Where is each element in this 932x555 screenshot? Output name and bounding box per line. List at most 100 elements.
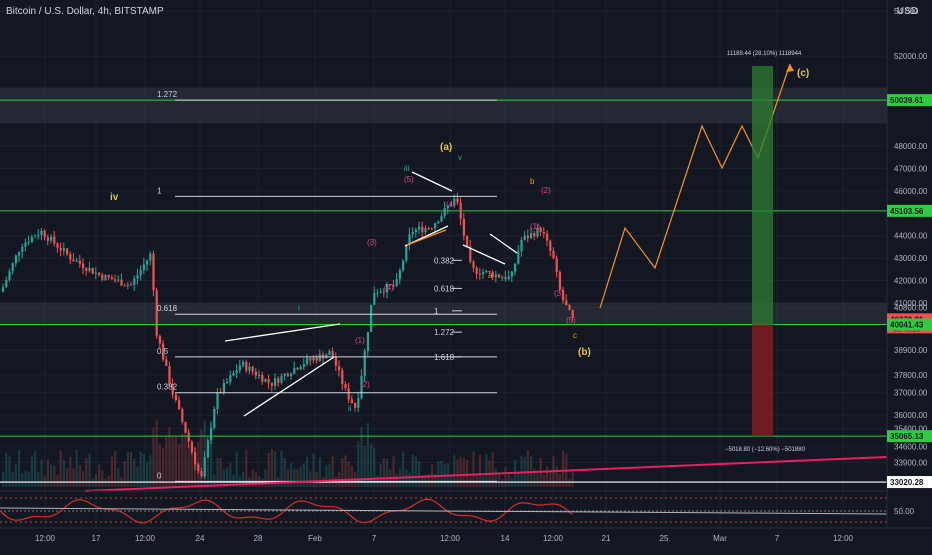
wave-label: (3) [367, 238, 377, 247]
price-tick-label: 42000.00 [894, 277, 928, 286]
price-tick-label: 37000.00 [894, 389, 928, 398]
candle-body [382, 291, 385, 293]
volume-bar [325, 465, 328, 487]
candle-body [462, 218, 465, 236]
volume-bar [110, 456, 113, 487]
projection-arrowhead [786, 64, 794, 72]
volume-bar [107, 475, 110, 487]
projection-boxes: 11189.44 (28.10%) 1118944 −5018.80 (−12.6… [725, 51, 806, 453]
price-tick-label: 34600.00 [894, 443, 928, 452]
fib-label: 0.618 [434, 284, 455, 293]
volume-bar [200, 430, 203, 487]
trendline-drawing [462, 244, 506, 265]
candle-body [120, 279, 123, 286]
candle-body [98, 272, 101, 275]
time-tick-label: 12:00 [135, 534, 156, 543]
candle-body [171, 384, 174, 395]
volume-bar [46, 459, 49, 487]
volume-bar [462, 457, 465, 487]
volume-bar [235, 451, 238, 487]
volume-bar [206, 442, 209, 487]
candle-body [539, 228, 542, 232]
price-tick-label: 46000.00 [894, 187, 928, 196]
volume-bar [69, 456, 72, 487]
volume-bar [366, 422, 369, 487]
candle-body [408, 234, 411, 245]
currency-label[interactable]: USD [896, 6, 918, 17]
symbol-title[interactable]: Bitcoin / U.S. Dollar, 4h, BITSTAMP [6, 6, 164, 17]
candle-body [373, 293, 376, 305]
price-tick-label: 37800.00 [894, 371, 928, 380]
volume-bar [139, 451, 142, 487]
wave-label: (4) [384, 283, 394, 292]
volume-bar [494, 468, 497, 487]
candle-body [72, 259, 75, 262]
volume-bar [50, 464, 53, 487]
candle-body [200, 471, 203, 477]
volume-bar [315, 472, 318, 487]
candle-body [392, 285, 395, 287]
volume-bar [302, 463, 305, 487]
time-tick-label: 12:00 [440, 534, 461, 543]
volume-bar [555, 466, 558, 487]
candle-body [418, 226, 421, 230]
candle-body [482, 272, 485, 275]
candle-body [194, 452, 197, 465]
candle-body [178, 400, 181, 410]
candle-body [181, 409, 184, 422]
candle-body [443, 208, 446, 216]
volume-bar [155, 419, 158, 487]
candle-body [142, 264, 145, 270]
volume-bar [53, 465, 56, 487]
volume-bar [437, 461, 440, 487]
candle-body [210, 427, 213, 441]
volume-bar [5, 452, 8, 487]
candle-body [318, 354, 321, 361]
time-axis[interactable]: 12:00 17 12:00 24 28 Feb 7 12:00 14 12:00 21 25 Mar 7… [0, 527, 932, 543]
candle-body [376, 292, 379, 294]
candle-body [469, 246, 472, 262]
price-badge-label: 40041.43 [890, 320, 924, 329]
volume-bar [162, 448, 165, 487]
volume-bar [373, 448, 376, 487]
volume-bar [11, 471, 14, 487]
volume-bar [491, 451, 494, 487]
candle-body [258, 375, 261, 377]
candle-body [270, 382, 273, 386]
candle-body [155, 290, 158, 336]
volume-bar [210, 420, 213, 487]
wave-label: ii [348, 404, 352, 413]
volume-bar [309, 471, 312, 487]
candle-body [328, 351, 331, 355]
candle-body [254, 371, 257, 376]
candle-body [117, 279, 120, 281]
fibonacci-levels: 1.272 1 0.618 0.5 0.382 0 0.382 0.618 1 1.272 1.61… [157, 90, 497, 482]
volume-bar [149, 455, 152, 487]
support-trendline [84, 456, 888, 492]
candle-body [341, 370, 344, 385]
volume-bar [34, 451, 37, 487]
volume-bar [571, 470, 574, 487]
volume-bar [75, 449, 78, 487]
candle-body [242, 361, 245, 366]
volume-bar [344, 455, 347, 487]
volume-bar [91, 478, 94, 487]
candle-body [197, 464, 200, 472]
volume-bar [312, 453, 315, 487]
wave-label: i [298, 304, 300, 313]
fib-label: 0.382 [434, 256, 455, 265]
volume-bar [78, 464, 81, 487]
candle-body [190, 441, 193, 453]
wave-label: (5) [404, 175, 414, 184]
price-badge [887, 318, 932, 331]
time-tick-label: 24 [196, 534, 205, 543]
volume-bar [501, 478, 504, 487]
candle-body [398, 270, 401, 280]
candle-body [46, 237, 49, 241]
price-axis[interactable]: 54 00052000.0050000.0048000.0047000.0046… [886, 0, 928, 528]
trendline-drawing [406, 229, 447, 246]
volume-bar [254, 472, 257, 487]
volume-bar [114, 451, 117, 487]
